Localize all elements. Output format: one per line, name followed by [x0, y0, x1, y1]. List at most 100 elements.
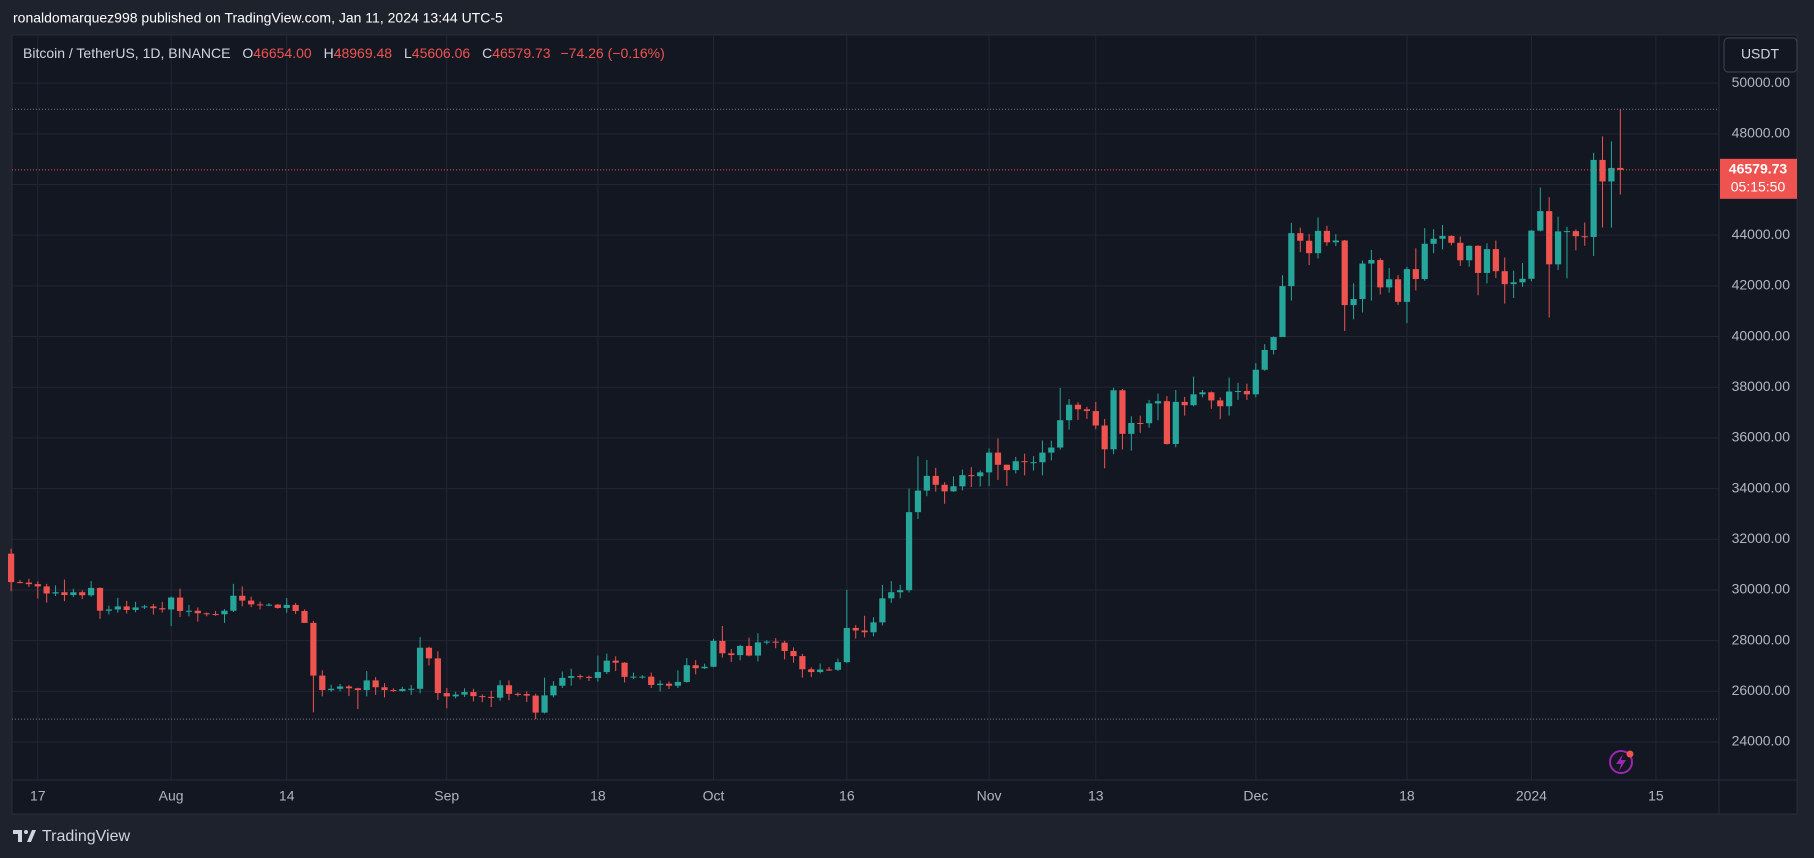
candle-body — [1145, 403, 1153, 424]
alert-bolt[interactable] — [1616, 754, 1626, 771]
currency-label[interactable]: USDT — [1741, 46, 1780, 62]
candle-body — [150, 606, 157, 609]
candle-body — [790, 651, 797, 657]
candle-body — [1519, 278, 1526, 283]
candle-body — [728, 653, 735, 656]
candle-body — [1012, 461, 1019, 471]
candle-body — [1617, 167, 1624, 170]
candle-body — [861, 630, 868, 633]
currency-button[interactable] — [1723, 37, 1798, 73]
candle-body — [763, 641, 770, 643]
candles — [7, 108, 1719, 720]
candle-body — [1252, 369, 1259, 395]
price-tag-price: 46579.73 — [1729, 161, 1788, 177]
candle-body — [665, 683, 673, 686]
candle-body — [630, 676, 637, 678]
candle-body — [941, 484, 948, 492]
candle-body — [61, 592, 68, 596]
candle-body — [505, 685, 513, 694]
candle-body — [105, 609, 113, 611]
candle-body — [781, 642, 788, 652]
candle-body — [88, 587, 95, 596]
candle-body — [1483, 249, 1491, 273]
y-tick-label: 42000.00 — [1732, 277, 1791, 293]
candle-body — [310, 622, 317, 676]
close-label: C — [482, 45, 492, 61]
candle-body — [292, 604, 299, 611]
candle-body — [959, 475, 966, 487]
candle-body — [674, 681, 682, 686]
candle-body — [1154, 401, 1162, 404]
x-tick-label: Dec — [1243, 788, 1268, 804]
candle-body — [977, 472, 984, 477]
publish-info: ronaldomarquez998 published on TradingVi… — [13, 10, 503, 26]
candle-body — [817, 669, 824, 673]
y-tick-label: 48000.00 — [1732, 125, 1791, 141]
candle-body — [1466, 245, 1473, 261]
candle-body — [168, 597, 175, 610]
brand-mark — [13, 830, 36, 842]
x-tick-label: 18 — [590, 788, 606, 804]
candle-body — [301, 610, 308, 623]
axes: 24000.00 26000.00 28000.00 30000.00 32000.00… — [30, 74, 1790, 804]
candle-body — [470, 692, 477, 697]
alert-ring[interactable] — [1609, 750, 1633, 774]
candle-body — [968, 475, 975, 477]
candle-body — [754, 642, 762, 656]
candle-body — [123, 606, 130, 610]
candle-body — [576, 676, 584, 678]
candle-body — [950, 486, 957, 492]
candle-body — [1572, 231, 1579, 237]
candle-body — [648, 676, 655, 685]
change-value: −74.26 (−0.16%) — [561, 45, 665, 61]
candle-body — [594, 672, 602, 678]
candle-body — [1030, 462, 1037, 464]
candle-body — [1590, 159, 1597, 237]
candle-body — [185, 610, 193, 612]
candle-body — [1581, 236, 1588, 238]
candle-body — [1474, 245, 1482, 273]
close-value: 46579.73 — [492, 45, 551, 61]
candle-body — [274, 604, 281, 608]
candle-body — [496, 685, 504, 698]
x-tick-label: 13 — [1088, 788, 1104, 804]
high-value: 48969.48 — [334, 45, 393, 61]
candle-body — [34, 584, 41, 587]
candle-body — [905, 512, 913, 591]
candle-body — [1128, 422, 1135, 434]
candle-body — [1492, 249, 1499, 272]
high-label: H — [324, 45, 334, 61]
candle-body — [1528, 230, 1535, 279]
candle-body — [1199, 392, 1206, 395]
candle-body — [585, 676, 593, 678]
candle-body — [1003, 464, 1010, 471]
candle-body — [1234, 391, 1242, 393]
price-tag-box — [1720, 158, 1797, 199]
candle-body — [141, 606, 148, 608]
candle-body — [479, 696, 486, 698]
candle-body — [568, 676, 575, 678]
brand-dot — [24, 830, 28, 834]
candle-body — [1386, 279, 1393, 288]
candle-body — [1297, 233, 1304, 241]
candle-body — [1377, 260, 1384, 288]
candle-body — [1137, 422, 1144, 424]
candle-body — [1510, 282, 1517, 285]
candle-body — [43, 586, 50, 594]
low-value: 45606.06 — [412, 45, 471, 61]
y-tick-label: 44000.00 — [1732, 226, 1791, 242]
chart-panel — [11, 34, 1798, 815]
candle-body — [381, 687, 388, 691]
candle-body — [1403, 269, 1411, 302]
candle-body — [336, 686, 344, 689]
x-tick-label: 17 — [30, 788, 46, 804]
candle-body — [283, 604, 290, 608]
alert-icon[interactable] — [1609, 750, 1634, 774]
candle-body — [1554, 231, 1562, 265]
candle-body — [159, 608, 166, 610]
alert-dot[interactable] — [1626, 750, 1634, 758]
candle-body — [825, 669, 833, 671]
y-tick-label: 30000.00 — [1732, 581, 1791, 597]
x-tick-label: Oct — [703, 788, 725, 804]
candle-body — [212, 614, 219, 616]
